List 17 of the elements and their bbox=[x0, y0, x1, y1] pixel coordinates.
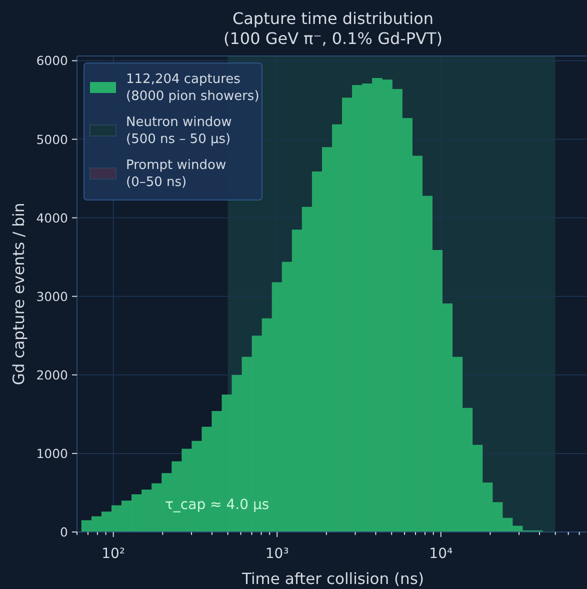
annotation: Prompt window (0–50 ns) bbox=[126, 158, 226, 190]
y-tick-label: 4000 bbox=[36, 210, 68, 226]
annotation: τ_cap ≈ 4.0 µs bbox=[165, 497, 270, 513]
y-tick-label: 1000 bbox=[36, 446, 68, 461]
y-tick-label: 0 bbox=[60, 524, 68, 540]
x-tick-label: 10² bbox=[102, 546, 126, 562]
x-tick-label: 10⁴ bbox=[429, 546, 453, 562]
y-tick-label: 3000 bbox=[36, 288, 68, 304]
band-label: Neutron window (500 ns – 50 µs) bbox=[126, 115, 232, 147]
chart-title: Capture time distribution (100 GeV π⁻, 0.1% Gd-PVT) bbox=[223, 9, 443, 48]
y-axis-title: Gd capture events / bin bbox=[10, 202, 28, 386]
y-tick-label: 6000 bbox=[36, 53, 68, 68]
x-axis-title: Time after collision (ns) bbox=[241, 570, 424, 588]
legend-label: 112,204 captures (8000 pion showers) bbox=[126, 72, 260, 104]
x-tick-label: 10³ bbox=[265, 546, 289, 562]
y-tick-label: 5000 bbox=[36, 132, 68, 147]
y-tick-label: 2000 bbox=[36, 367, 68, 382]
